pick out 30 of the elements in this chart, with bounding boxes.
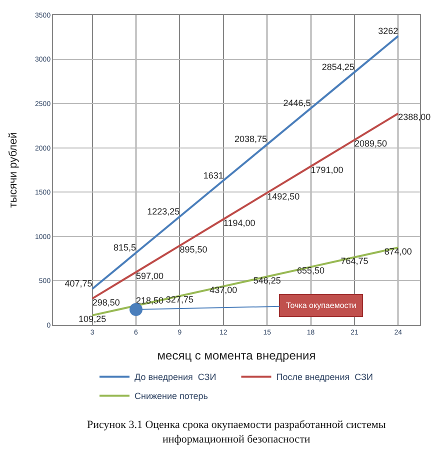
data-label: 2089,50	[354, 138, 388, 149]
data-label: 1791,00	[310, 165, 344, 176]
data-label: 2388,00	[398, 112, 431, 122]
data-label: 1194,00	[223, 218, 256, 228]
data-label: 1631	[203, 170, 224, 180]
data-label: 109,25	[78, 314, 106, 324]
data-label: 407,75	[64, 278, 92, 289]
data-label: 546,25	[253, 275, 281, 286]
data-label: 815,5	[113, 242, 136, 253]
data-label: 298,50	[92, 297, 120, 308]
text: Рисунок 3.1 Оценка срока окупаемости разработанной системы информационной безопасности	[87, 419, 386, 446]
x-axis-title: месяц с момента внедрения	[157, 348, 316, 362]
data-label: 2038,75	[234, 134, 268, 144]
data-label: 3262	[378, 26, 398, 36]
data-label: 1492,50	[267, 192, 300, 202]
data-label: 437,00	[210, 285, 238, 296]
legend-label: Снижение потерь	[134, 391, 208, 402]
annotation: Точка окупаемости	[286, 301, 356, 310]
data-label: 874,00	[384, 246, 412, 256]
y-axis-title: тысячи рублей	[8, 132, 20, 208]
data-label: 764,75	[340, 256, 368, 266]
data-label: 597,00	[136, 270, 164, 281]
legend-label: До внедрения СЗИ	[134, 372, 216, 382]
data-label: 2446,5	[283, 98, 311, 108]
data-label: 2854,25	[322, 62, 354, 72]
data-label: 1223,25	[147, 206, 180, 216]
data-label: 895,50	[180, 244, 208, 254]
data-label: 655,50	[297, 266, 325, 276]
legend-label: После внедрения СЗИ	[276, 372, 373, 382]
data-label: 327,75	[166, 294, 194, 305]
